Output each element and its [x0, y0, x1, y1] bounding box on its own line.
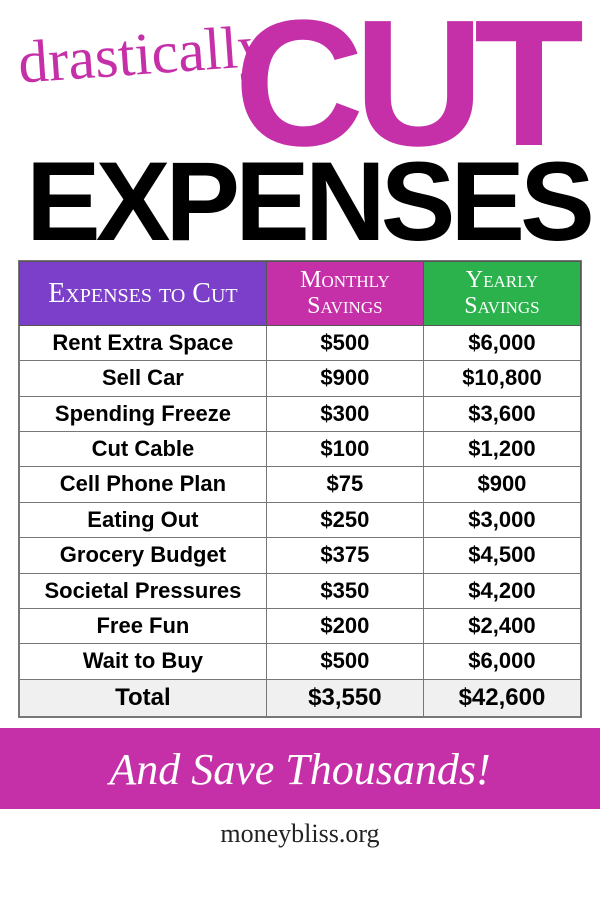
headline-block: drastically CUT EXPENSES: [0, 0, 600, 252]
monthly-cell: $75: [266, 467, 423, 502]
headline-word-expenses: EXPENSES: [20, 152, 580, 253]
table-row: Rent Extra Space$500$6,000: [20, 325, 581, 360]
monthly-cell: $300: [266, 396, 423, 431]
expense-cell: Eating Out: [20, 502, 267, 537]
monthly-cell: $350: [266, 573, 423, 608]
expense-cell: Free Fun: [20, 608, 267, 643]
expense-cell: Cell Phone Plan: [20, 467, 267, 502]
table-header-row: Expenses to Cut Monthly Savings Yearly S…: [20, 262, 581, 325]
table-row: Eating Out$250$3,000: [20, 502, 581, 537]
monthly-cell: $500: [266, 644, 423, 679]
table-row: Grocery Budget$375$4,500: [20, 538, 581, 573]
table-row: Wait to Buy$500$6,000: [20, 644, 581, 679]
savings-table: Expenses to Cut Monthly Savings Yearly S…: [19, 261, 581, 717]
expense-cell: Sell Car: [20, 361, 267, 396]
yearly-cell: $10,800: [423, 361, 580, 396]
yearly-cell: $4,500: [423, 538, 580, 573]
footer-url: moneybliss.org: [0, 809, 600, 859]
monthly-cell: $100: [266, 431, 423, 466]
monthly-cell: $200: [266, 608, 423, 643]
table-row: Cut Cable$100$1,200: [20, 431, 581, 466]
col-header-expense: Expenses to Cut: [20, 262, 267, 325]
yearly-cell: $3,600: [423, 396, 580, 431]
col-header-yearly: Yearly Savings: [423, 262, 580, 325]
yearly-cell: $4,200: [423, 573, 580, 608]
col-header-monthly: Monthly Savings: [266, 262, 423, 325]
expense-cell: Wait to Buy: [20, 644, 267, 679]
table-row: Sell Car$900$10,800: [20, 361, 581, 396]
expense-cell: Grocery Budget: [20, 538, 267, 573]
table-total-row: Total$3,550$42,600: [20, 679, 581, 717]
table-body: Rent Extra Space$500$6,000Sell Car$900$1…: [20, 325, 581, 717]
yearly-cell: $900: [423, 467, 580, 502]
table-row: Free Fun$200$2,400: [20, 608, 581, 643]
total-monthly-cell: $3,550: [266, 679, 423, 717]
expense-cell: Cut Cable: [20, 431, 267, 466]
savings-table-wrap: Expenses to Cut Monthly Savings Yearly S…: [18, 260, 582, 718]
monthly-cell: $900: [266, 361, 423, 396]
yearly-cell: $3,000: [423, 502, 580, 537]
yearly-cell: $1,200: [423, 431, 580, 466]
table-row: Spending Freeze$300$3,600: [20, 396, 581, 431]
yearly-cell: $6,000: [423, 325, 580, 360]
expense-cell: Spending Freeze: [20, 396, 267, 431]
expense-cell: Rent Extra Space: [20, 325, 267, 360]
monthly-cell: $375: [266, 538, 423, 573]
monthly-cell: $250: [266, 502, 423, 537]
total-yearly-cell: $42,600: [423, 679, 580, 717]
table-row: Cell Phone Plan$75$900: [20, 467, 581, 502]
expense-cell: Societal Pressures: [20, 573, 267, 608]
total-label-cell: Total: [20, 679, 267, 717]
monthly-cell: $500: [266, 325, 423, 360]
table-row: Societal Pressures$350$4,200: [20, 573, 581, 608]
bottom-banner: And Save Thousands!: [0, 728, 600, 809]
yearly-cell: $6,000: [423, 644, 580, 679]
yearly-cell: $2,400: [423, 608, 580, 643]
